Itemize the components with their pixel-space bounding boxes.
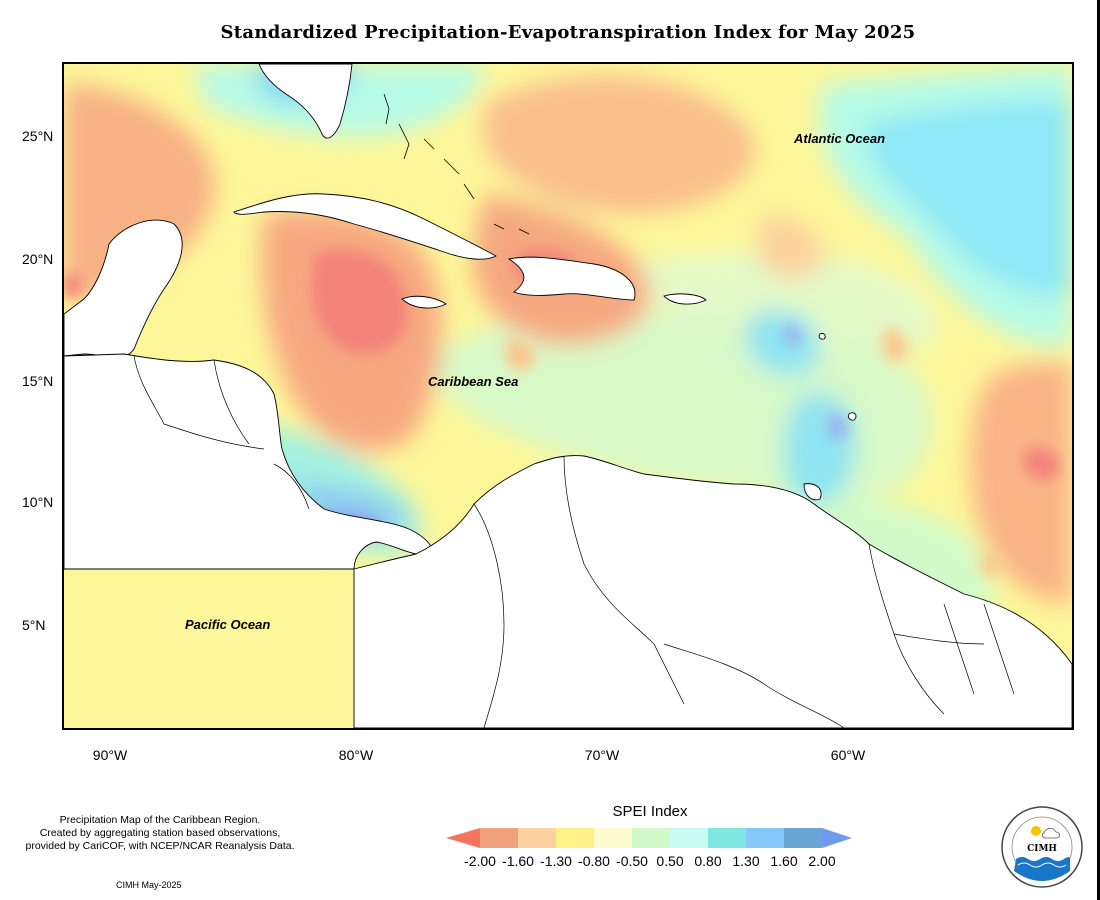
lat-label-10n: 10°N — [22, 494, 54, 510]
legend-tick-label: 2.00 — [808, 853, 836, 869]
legend-tick-label: -0.50 — [616, 853, 648, 869]
window-edge — [1097, 0, 1100, 900]
legend-tick-label: -1.30 — [540, 853, 572, 869]
credits-date: CIMH May-2025 — [116, 880, 182, 890]
pacific-ocean-label: Pacific Ocean — [185, 617, 271, 632]
legend-box — [708, 828, 746, 848]
legend-tick-label: -2.00 — [464, 853, 496, 869]
bahamas-islands — [383, 93, 530, 235]
spei-map — [62, 62, 1074, 730]
legend-colorbar — [446, 828, 852, 848]
legend-tick-label: 0.80 — [694, 853, 722, 869]
credits-line-3: provided by CariCOF, with NCEP/NCAR Rean… — [25, 840, 295, 852]
legend-box — [784, 828, 822, 848]
cloud-icon — [1041, 827, 1060, 839]
legend-box — [594, 828, 632, 848]
credits-line-2: Created by aggregating station based obs… — [39, 827, 281, 839]
legend-tick-label: 1.60 — [770, 853, 798, 869]
cimh-logo-icon: CIMH — [1001, 806, 1083, 888]
lat-label-25n: 25°N — [22, 128, 54, 144]
lon-label-60w: 60°W — [830, 747, 866, 763]
legend-box — [670, 828, 708, 848]
lon-label-70w: 70°W — [584, 747, 620, 763]
lat-label-20n: 20°N — [22, 251, 54, 267]
lat-label-15n: 15°N — [22, 373, 54, 389]
sun-icon — [1031, 826, 1041, 836]
credits-block: Precipitation Map of the Caribbean Regio… — [10, 814, 310, 853]
lon-label-90w: 90°W — [92, 747, 128, 763]
atlantic-ocean-label: Atlantic Ocean — [794, 131, 886, 146]
legend-box — [556, 828, 594, 848]
legend-box — [480, 828, 518, 848]
logo-text: CIMH — [1027, 844, 1057, 854]
legend-tick-label: -0.80 — [578, 853, 610, 869]
credits-line-1: Precipitation Map of the Caribbean Regio… — [59, 814, 261, 826]
spei-map-canvas — [64, 64, 1072, 728]
legend-box — [746, 828, 784, 848]
lon-label-80w: 80°W — [338, 747, 374, 763]
legend-arrow-low — [446, 828, 480, 848]
legend-boxes — [480, 828, 822, 848]
country-borders — [133, 355, 1015, 728]
legend-tick-label: 1.30 — [732, 853, 760, 869]
legend-tick-label: 0.50 — [656, 853, 684, 869]
caribbean-sea-label: Caribbean Sea — [428, 374, 519, 389]
lat-label-5n: 5°N — [22, 617, 46, 633]
legend-arrow-high — [822, 828, 852, 848]
waves-icon — [1014, 857, 1070, 881]
legend-box — [632, 828, 670, 848]
legend-box — [518, 828, 556, 848]
legend-title: SPEI Index — [612, 803, 688, 820]
legend-tick-label: -1.60 — [502, 853, 534, 869]
map-title: Standardized Precipitation-Evapotranspir… — [220, 22, 916, 43]
land-masses — [64, 64, 1072, 728]
